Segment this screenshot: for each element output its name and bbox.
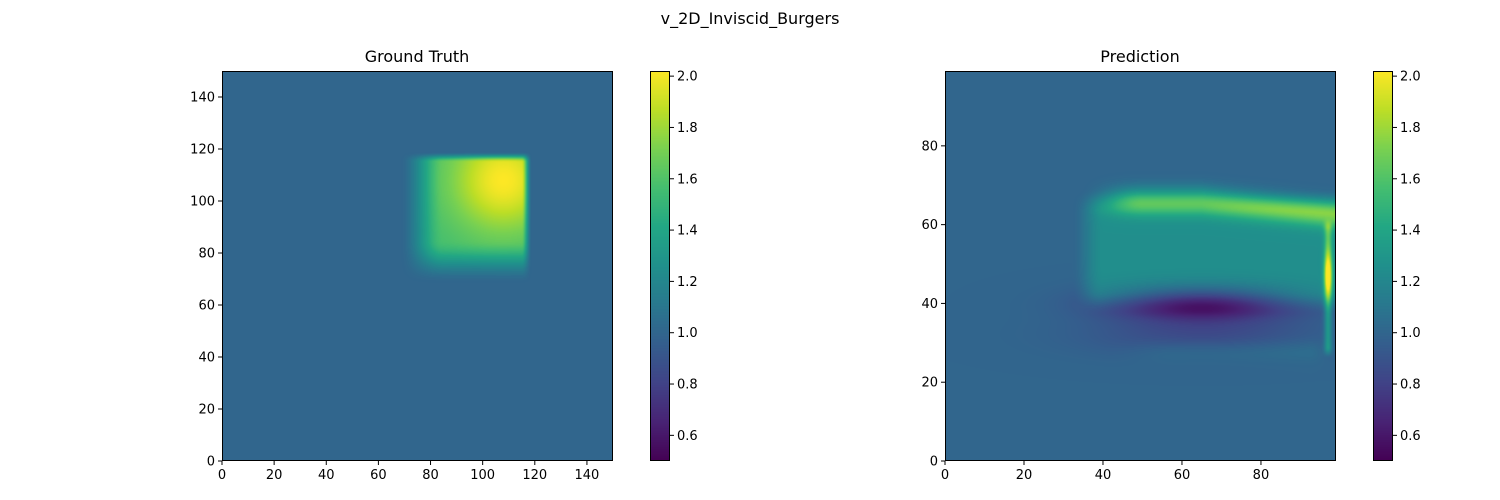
colorbar-prediction: 0.6 0.8 1.0 1.2 1.4 1.6 1.8 2.0	[1373, 70, 1421, 461]
panel-prediction: Prediction 0 20 40 60 80 0 20 40 60 80	[921, 47, 1336, 483]
colorbar-tick-label: 1.6	[677, 172, 698, 187]
colorbar-tick-label: 1.2	[677, 275, 698, 290]
axes-frame-ground-truth	[222, 71, 613, 461]
x-tick-label: 140	[575, 468, 600, 483]
y-tick-label: 40	[921, 297, 938, 312]
heatmap-ground-truth	[222, 71, 613, 461]
x-tick-label: 120	[522, 468, 547, 483]
figure-suptitle: v_2D_Inviscid_Burgers	[661, 9, 840, 29]
colorbar-frame-ground-truth	[650, 71, 670, 461]
y-tick-label: 120	[190, 143, 215, 158]
colorbar-tick-label: 1.2	[1400, 275, 1421, 290]
colorbar-tick-label: 1.4	[1400, 224, 1421, 239]
x-tick-label: 60	[370, 468, 387, 483]
colorbar-ticks-prediction: 0.6 0.8 1.0 1.2 1.4 1.6 1.8 2.0	[1393, 70, 1421, 444]
y-tick-label: 140	[190, 91, 215, 106]
axis-ticks-prediction: 0 20 40 60 80 0 20 40 60 80	[921, 139, 1269, 483]
y-tick-label: 60	[198, 299, 215, 314]
x-tick-label: 40	[318, 468, 335, 483]
colorbar-tick-label: 1.8	[1400, 121, 1421, 136]
colorbar-ground-truth: 0.6 0.8 1.0 1.2 1.4 1.6 1.8 2.0	[650, 70, 698, 461]
colorbar-tick-label: 1.0	[1400, 326, 1421, 341]
y-tick-label: 20	[921, 376, 938, 391]
x-tick-label: 100	[470, 468, 495, 483]
x-tick-label: 80	[422, 468, 439, 483]
colorbar-tick-label: 0.8	[1400, 378, 1421, 393]
x-tick-label: 60	[1174, 468, 1191, 483]
x-tick-label: 0	[941, 468, 949, 483]
y-tick-label: 80	[198, 247, 215, 262]
x-tick-label: 20	[266, 468, 283, 483]
x-tick-label: 40	[1095, 468, 1112, 483]
colorbar-tick-label: 1.4	[677, 224, 698, 239]
y-tick-label: 60	[921, 218, 938, 233]
colorbar-tick-label: 1.6	[1400, 172, 1421, 187]
colorbar-gradient-ground-truth	[650, 71, 670, 461]
colorbar-tick-label: 0.8	[677, 378, 698, 393]
colorbar-tick-label: 2.0	[1400, 70, 1421, 85]
colorbar-tick-label: 0.6	[677, 429, 698, 444]
y-tick-label: 20	[198, 403, 215, 418]
axis-ticks-ground-truth: 0 20 40 60 80 100 120 140 0 20 40 60 80 100 120 140	[190, 91, 599, 484]
y-tick-label: 0	[930, 455, 938, 470]
y-tick-label: 0	[207, 455, 215, 470]
y-tick-label: 40	[198, 351, 215, 366]
colorbar-ticks-ground-truth: 0.6 0.8 1.0 1.2 1.4 1.6 1.8 2.0	[670, 70, 698, 444]
x-tick-label: 0	[218, 468, 226, 483]
panel-title-ground-truth: Ground Truth	[365, 47, 470, 66]
panel-title-prediction: Prediction	[1100, 47, 1179, 66]
colorbar-frame-prediction	[1373, 71, 1393, 461]
x-tick-label: 20	[1016, 468, 1033, 483]
y-tick-label: 80	[921, 139, 938, 154]
colorbar-tick-label: 2.0	[677, 70, 698, 85]
axes-frame-prediction	[945, 71, 1336, 461]
colorbar-tick-label: 1.8	[677, 121, 698, 136]
panel-ground-truth: Ground Truth 0 20 40 60 80 100 120 140 0 20 40 60 80…	[190, 47, 613, 483]
x-tick-label: 80	[1253, 468, 1270, 483]
heatmap-prediction	[945, 71, 1336, 461]
colorbar-gradient-prediction	[1373, 71, 1393, 461]
colorbar-tick-label: 0.6	[1400, 429, 1421, 444]
colorbar-tick-label: 1.0	[677, 326, 698, 341]
y-tick-label: 100	[190, 195, 215, 210]
